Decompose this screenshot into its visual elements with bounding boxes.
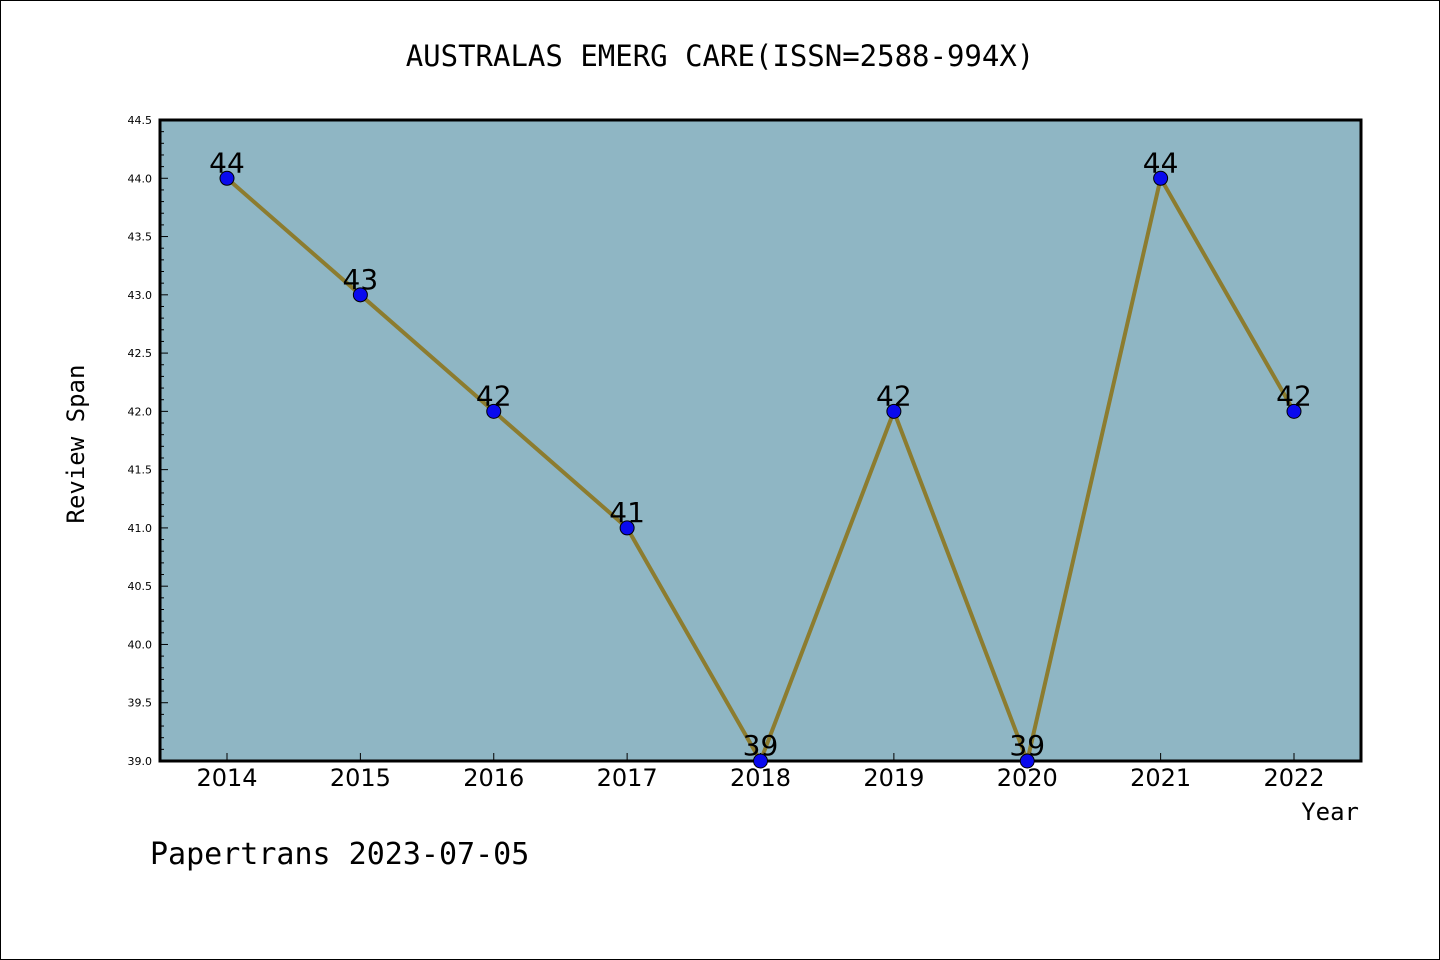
data-point — [486, 403, 502, 419]
data-point — [219, 170, 235, 186]
series-points — [219, 170, 1302, 769]
y-tick-label: 41.5 — [128, 464, 153, 477]
data-point — [352, 287, 368, 303]
data-point — [753, 753, 768, 769]
x-tick-label: 2015 — [330, 764, 391, 792]
y-tick-label: 39.0 — [128, 755, 153, 768]
plot-area — [158, 118, 1363, 763]
y-axis-label: Review Span — [62, 365, 90, 524]
x-tick-label: 2021 — [1130, 764, 1191, 792]
x-tick-label: 2016 — [463, 764, 524, 792]
y-tick-label: 44.5 — [128, 114, 153, 127]
x-tick-label: 2017 — [597, 764, 658, 792]
data-point — [1019, 753, 1035, 769]
y-axis: 39.0 39.5 40.0 40.5 41.0 41.5 42.0 42.5 43.0 43.5… — [128, 114, 168, 768]
y-tick-label: 39.5 — [128, 697, 153, 710]
data-label: 41 — [609, 496, 645, 529]
data-labels: 44 43 42 41 39 42 39 44 42 — [209, 146, 1312, 762]
data-label: 44 — [1143, 146, 1179, 179]
data-label: 42 — [1276, 379, 1312, 412]
y-tick-label: 41.0 — [128, 522, 153, 535]
data-label: 42 — [476, 379, 512, 412]
data-point — [886, 403, 902, 419]
data-label: 39 — [743, 729, 779, 762]
y-tick-label: 40.0 — [128, 638, 153, 651]
data-label: 44 — [209, 146, 245, 179]
y-tick-label: 40.5 — [128, 580, 153, 593]
data-label: 42 — [876, 379, 912, 412]
x-tick-label: 2022 — [1263, 764, 1324, 792]
x-tick-label: 2018 — [730, 764, 791, 792]
y-tick-label: 44.0 — [128, 172, 153, 185]
x-tick-label: 2019 — [863, 764, 924, 792]
y-tick-label: 42.5 — [128, 347, 153, 360]
x-tick-label: 2020 — [997, 764, 1058, 792]
data-label: 39 — [1009, 729, 1045, 762]
data-point — [619, 520, 635, 536]
x-axis-label: Year — [1301, 798, 1359, 826]
data-label: 43 — [343, 263, 379, 296]
x-tick-label: 2014 — [196, 764, 257, 792]
footer-credit: Papertrans 2023-07-05 — [150, 837, 529, 872]
data-point — [1153, 170, 1169, 186]
data-point — [1286, 403, 1302, 419]
x-axis: 2014 2015 2016 2017 2018 2019 2020 2021 2022 — [196, 753, 1325, 792]
chart-title: AUSTRALAS EMERG CARE(ISSN=2588-994X) — [406, 39, 1035, 73]
y-tick-label: 42.0 — [128, 405, 153, 418]
y-tick-label: 43.0 — [128, 289, 153, 302]
y-tick-label: 43.5 — [128, 231, 153, 244]
